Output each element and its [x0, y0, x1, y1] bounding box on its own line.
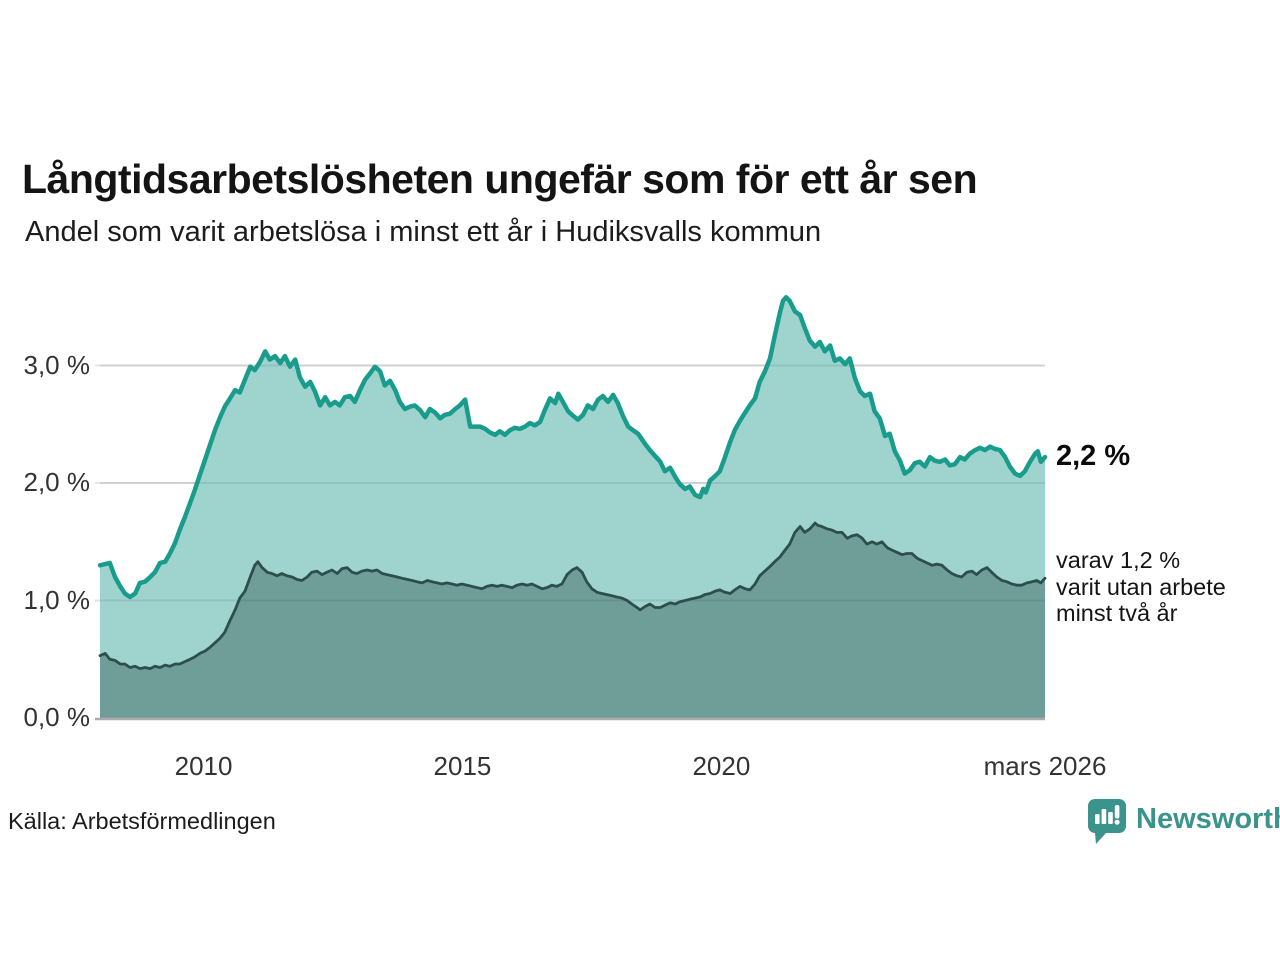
x-tick-label: 2020 — [692, 751, 751, 781]
series-end-value-label: 2,2 % — [1056, 440, 1131, 472]
newsworthy-branding: Newsworthy — [1086, 797, 1280, 845]
newsworthy-bubble-chart-icon — [1088, 799, 1126, 844]
x-tick-label: mars 2026 — [983, 751, 1107, 781]
line-unemployed-two-years — [98, 521, 1047, 670]
x-tick-label: 2015 — [433, 751, 492, 781]
chart-subtitle: Andel som varit arbetslösa i minst ett å… — [25, 216, 822, 248]
line-unemployed-one-year — [97, 295, 1048, 600]
source-attribution: Källa: Arbetsförmedlingen — [8, 808, 276, 834]
y-tick-label: 0,0 % — [23, 701, 91, 732]
x-tick-label: 2010 — [174, 751, 233, 781]
page-title: Långtidsarbetslösheten ungefär som för e… — [22, 156, 978, 203]
newsworthy-wordmark: Newsworthy — [1136, 803, 1280, 835]
area-unemployed-two-years — [100, 523, 1045, 718]
secondary-series-annotation: varav 1,2 % varit utan arbete minst två … — [1056, 547, 1226, 626]
y-tick-label: 3,0 % — [23, 349, 91, 380]
y-tick-label: 1,0 % — [23, 584, 91, 615]
y-tick-label: 2,0 % — [23, 466, 91, 497]
